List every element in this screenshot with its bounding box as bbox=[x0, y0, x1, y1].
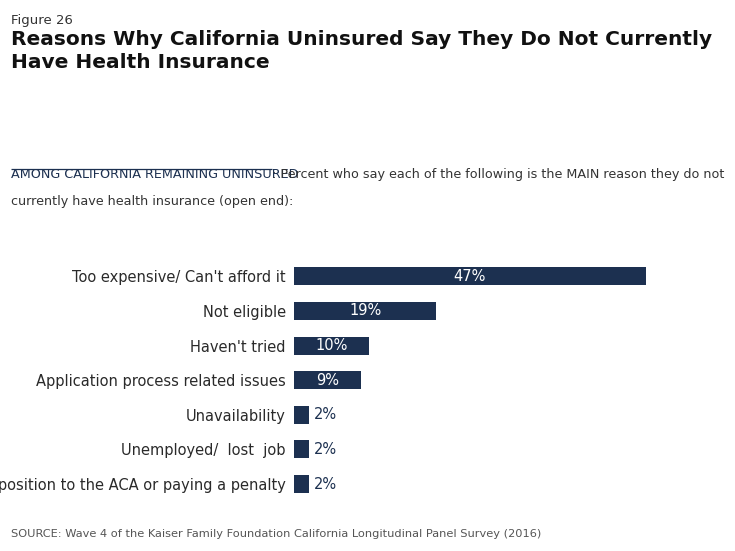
Bar bbox=[294, 302, 436, 320]
Text: SOURCE: Wave 4 of the Kaiser Family Foundation California Longitudinal Panel Sur: SOURCE: Wave 4 of the Kaiser Family Foun… bbox=[11, 529, 541, 539]
Bar bbox=[294, 475, 309, 493]
Text: FOUNDATION: FOUNDATION bbox=[656, 534, 700, 540]
Text: Figure 26: Figure 26 bbox=[11, 14, 73, 27]
Bar bbox=[294, 406, 309, 424]
Text: 47%: 47% bbox=[453, 269, 486, 284]
Text: Reasons Why California Uninsured Say They Do Not Currently
Have Health Insurance: Reasons Why California Uninsured Say The… bbox=[11, 30, 712, 72]
Bar bbox=[294, 440, 309, 458]
Text: 9%: 9% bbox=[316, 372, 339, 388]
Bar bbox=[294, 371, 362, 389]
Text: currently have health insurance (open end):: currently have health insurance (open en… bbox=[11, 195, 293, 208]
Text: 10%: 10% bbox=[315, 338, 348, 353]
Text: 2%: 2% bbox=[314, 407, 337, 422]
Bar bbox=[294, 267, 646, 285]
Text: 2%: 2% bbox=[314, 442, 337, 457]
Text: KAISER: KAISER bbox=[654, 507, 702, 521]
Text: THE HENRY J.: THE HENRY J. bbox=[656, 499, 700, 504]
Text: AMONG CALIFORNIA REMAINING UNINSURED: AMONG CALIFORNIA REMAINING UNINSURED bbox=[11, 168, 298, 181]
Bar bbox=[294, 337, 369, 354]
Text: FAMILY: FAMILY bbox=[659, 521, 697, 531]
Text: : Percent who say each of the following is the MAIN reason they do not: : Percent who say each of the following … bbox=[272, 168, 724, 181]
Text: 2%: 2% bbox=[314, 477, 337, 491]
Text: 19%: 19% bbox=[349, 304, 381, 318]
